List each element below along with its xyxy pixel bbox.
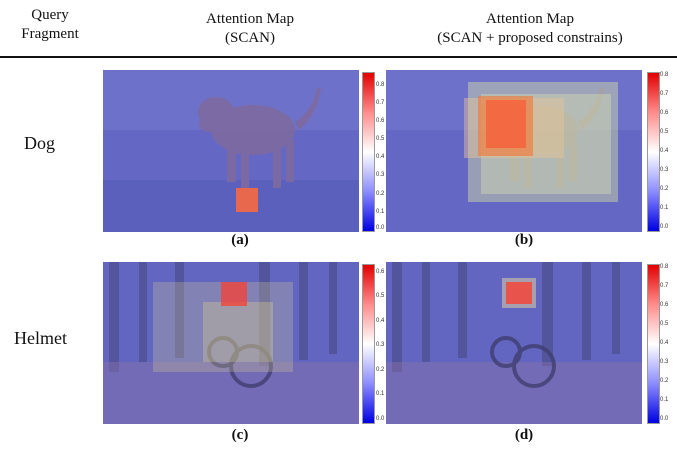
header-line: (SCAN)	[224, 30, 275, 46]
tick-label: 0.7	[376, 99, 385, 106]
tick-label: 0.4	[376, 154, 385, 161]
tick-label: 0.5	[376, 136, 385, 143]
tick-label: 0.3	[376, 342, 385, 349]
caption-c: (c)	[231, 427, 249, 443]
tick-label: 0.1	[660, 204, 669, 211]
tick-label: 0.1	[376, 208, 385, 215]
colorbar-b-ticks: 0.8 0.7 0.6 0.5 0.4 0.3 0.2 0.1 0.0	[660, 72, 677, 230]
header-line: Attention Map	[486, 11, 574, 27]
header-line: (SCAN + proposed constrains)	[437, 30, 623, 46]
caption-b: (b)	[514, 232, 534, 248]
tick-label: 0.6	[660, 302, 669, 309]
colorbar-b	[647, 72, 660, 232]
tick-label: 0.3	[660, 358, 669, 365]
tick-label: 0.3	[660, 166, 669, 173]
header-scan: Attention Map (SCAN)	[160, 10, 340, 48]
header-line: Attention Map	[206, 11, 294, 27]
header-query-fragment: Query Fragment	[10, 6, 90, 44]
tick-label: 0.6	[376, 268, 385, 275]
colorbar-c	[362, 264, 375, 424]
tick-label: 0.4	[660, 340, 669, 346]
row-label-dog: Dog	[24, 133, 55, 153]
tick-label: 0.1	[376, 391, 385, 398]
tick-label: 0.7	[660, 91, 669, 98]
tick-label: 0.8	[376, 81, 385, 88]
tick-label: 0.4	[660, 148, 669, 154]
colorbar-d	[647, 264, 660, 424]
tick-label: 0.6	[660, 110, 669, 117]
tick-label: 0.2	[660, 377, 669, 384]
tick-label: 0.0	[660, 223, 669, 230]
tick-label: 0.8	[660, 72, 669, 79]
tick-label: 0.0	[660, 415, 669, 422]
caption-a: (a)	[231, 232, 249, 248]
attention-map-helmet-scan	[103, 262, 359, 424]
tick-label: 0.2	[660, 185, 669, 192]
tick-label: 0.0	[376, 415, 385, 422]
tick-label: 0.6	[376, 117, 385, 124]
colorbar-d-ticks: 0.8 0.7 0.6 0.5 0.4 0.3 0.2 0.1 0.0	[660, 264, 677, 422]
colorbar-a	[362, 72, 375, 232]
tick-label: 0.7	[660, 283, 669, 290]
tick-label: 0.5	[660, 129, 669, 136]
caption-d: (d)	[514, 427, 534, 443]
tick-label: 0.2	[376, 366, 385, 373]
tick-label: 0.8	[660, 264, 669, 271]
header-rule	[0, 56, 677, 58]
tick-label: 0.3	[376, 172, 385, 179]
header-line: Fragment	[21, 26, 79, 42]
attention-map-dog-constrained	[386, 70, 642, 232]
colorbar-c-ticks: 0.6 0.5 0.4 0.3 0.2 0.1 0.0	[376, 264, 394, 422]
attention-map-helmet-constrained	[386, 262, 642, 424]
tick-label: 0.4	[376, 317, 385, 324]
colorbar-a-ticks: 0.8 0.7 0.6 0.5 0.4 0.3 0.2 0.1 0.0	[376, 72, 394, 232]
tick-label: 0.0	[376, 225, 385, 232]
attention-map-dog-scan	[103, 70, 359, 232]
tick-label: 0.1	[660, 396, 669, 403]
header-line: Query	[31, 7, 69, 23]
row-label-helmet: Helmet	[14, 328, 67, 348]
tick-label: 0.5	[376, 293, 385, 300]
tick-label: 0.2	[376, 190, 385, 197]
header-scan-constrains: Attention Map (SCAN + proposed constrain…	[400, 10, 660, 48]
tick-label: 0.5	[660, 321, 669, 328]
